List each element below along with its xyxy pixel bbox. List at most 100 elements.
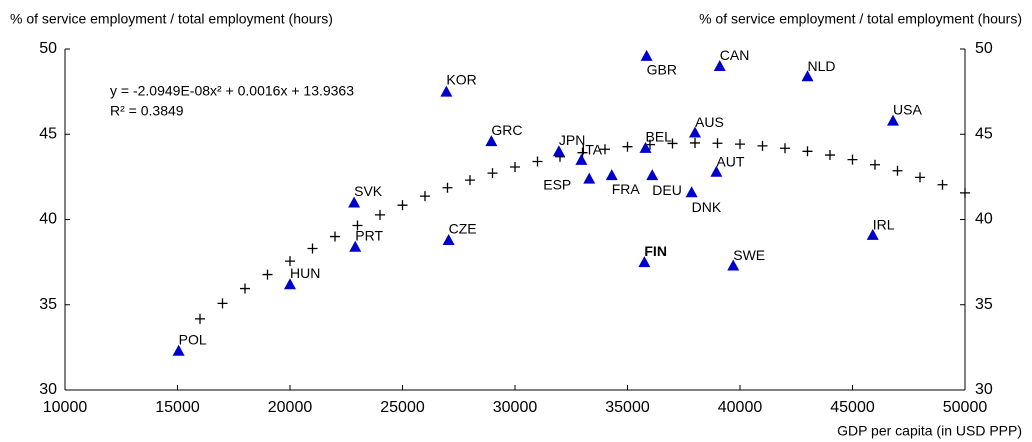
point-label: POL: [179, 331, 207, 347]
trend-marker: [442, 182, 453, 193]
point-label: USA: [893, 101, 922, 117]
x-tick-label: 30000: [493, 399, 538, 416]
trend-marker: [757, 140, 768, 151]
trend-marker: [330, 231, 340, 242]
trend-equation: y = -2.0949E-08x² + 0.0016x + 13.9363: [110, 83, 354, 99]
data-point: [638, 256, 651, 268]
point-label: KOR: [446, 71, 476, 87]
trend-marker: [375, 209, 385, 220]
trend-marker: [420, 191, 430, 202]
data-point: [172, 344, 185, 356]
data-point: [605, 169, 618, 181]
point-label: DEU: [652, 182, 682, 198]
data-point: [552, 145, 565, 157]
trend-marker: [712, 138, 723, 149]
point-label: AUS: [695, 114, 724, 130]
r-squared: R² = 0.3849: [110, 103, 184, 119]
trend-marker: [465, 175, 475, 186]
point-label: ESP: [543, 176, 571, 192]
point-label: CZE: [449, 221, 477, 237]
y-tick-label: 30: [39, 381, 57, 398]
point-label: GRC: [491, 122, 522, 138]
trend-marker: [802, 146, 813, 157]
y-tick-label: 45: [39, 125, 57, 142]
data-point: [689, 126, 701, 138]
x-tick-label: 45000: [830, 399, 875, 416]
trend-marker: [735, 139, 745, 150]
point-label: BEL: [646, 129, 673, 145]
trend-marker: [780, 143, 790, 154]
x-tick-label: 10000: [43, 399, 88, 416]
y2-tick-label: 40: [975, 211, 993, 228]
point-label: CAN: [720, 47, 750, 63]
point-label: ITA: [581, 142, 602, 158]
point-label: SWE: [733, 247, 765, 263]
point-label: AUT: [716, 153, 744, 169]
x-tick-label: 20000: [268, 399, 313, 416]
trend-marker: [667, 138, 678, 149]
trend-marker: [825, 150, 835, 161]
point-label: NLD: [808, 58, 836, 74]
y-tick-label: 40: [39, 211, 57, 228]
data-point: [575, 153, 588, 165]
x-tick-label: 40000: [718, 399, 763, 416]
data-point: [866, 228, 879, 240]
data-point: [646, 169, 659, 181]
y2-axis-title: % of service employment / total employme…: [699, 11, 1022, 27]
trend-marker: [847, 154, 858, 165]
data-point: [685, 186, 698, 198]
data-point: [583, 172, 596, 184]
data-point: [485, 135, 498, 147]
data-point: [801, 70, 814, 82]
trend-marker: [622, 141, 633, 152]
trend-marker: [960, 187, 970, 198]
y-tick-label: 50: [39, 40, 57, 57]
y2-tick-label: 35: [975, 296, 993, 313]
point-label: IRL: [873, 217, 895, 233]
y-tick-label: 35: [39, 296, 57, 313]
trend-marker: [262, 269, 273, 280]
data-point: [440, 85, 453, 97]
data-point: [887, 114, 899, 126]
point-label: FRA: [612, 181, 641, 197]
trend-marker: [510, 161, 520, 172]
y2-tick-label: 30: [975, 381, 993, 398]
trend-marker: [690, 137, 700, 148]
trend-marker: [240, 283, 250, 294]
data-point: [349, 240, 362, 252]
point-label: GBR: [647, 62, 677, 78]
trend-marker: [532, 156, 543, 167]
trend-marker: [937, 179, 948, 190]
trend-marker: [352, 220, 363, 231]
data-point: [727, 259, 740, 271]
trend-marker: [600, 144, 610, 155]
point-label: SVK: [354, 183, 383, 199]
x-tick-label: 15000: [155, 399, 200, 416]
trend-marker: [870, 159, 880, 170]
x-tick-label: 50000: [943, 399, 988, 416]
point-label: PRT: [355, 227, 383, 243]
point-label: DNK: [692, 199, 722, 215]
data-point: [348, 196, 361, 208]
x-axis-title: GDP per capita (in USD PPP): [837, 423, 1022, 439]
data-point: [713, 60, 726, 72]
data-point: [710, 165, 723, 177]
y2-tick-label: 50: [975, 40, 993, 57]
trend-marker: [285, 256, 295, 267]
trend-marker: [217, 298, 228, 309]
point-label: HUN: [290, 265, 320, 281]
point-label: FIN: [644, 243, 667, 259]
x-tick-label: 25000: [380, 399, 425, 416]
trend-marker: [195, 313, 205, 324]
trend-marker: [487, 168, 498, 179]
trend-marker: [892, 165, 903, 176]
x-tick-label: 35000: [605, 399, 650, 416]
data-point: [640, 49, 653, 61]
data-point: [639, 141, 652, 153]
y2-tick-label: 45: [975, 125, 993, 142]
trend-marker: [915, 172, 925, 183]
data-point: [284, 278, 296, 290]
data-point: [442, 233, 455, 245]
y-axis-title: % of service employment / total employme…: [10, 11, 333, 27]
